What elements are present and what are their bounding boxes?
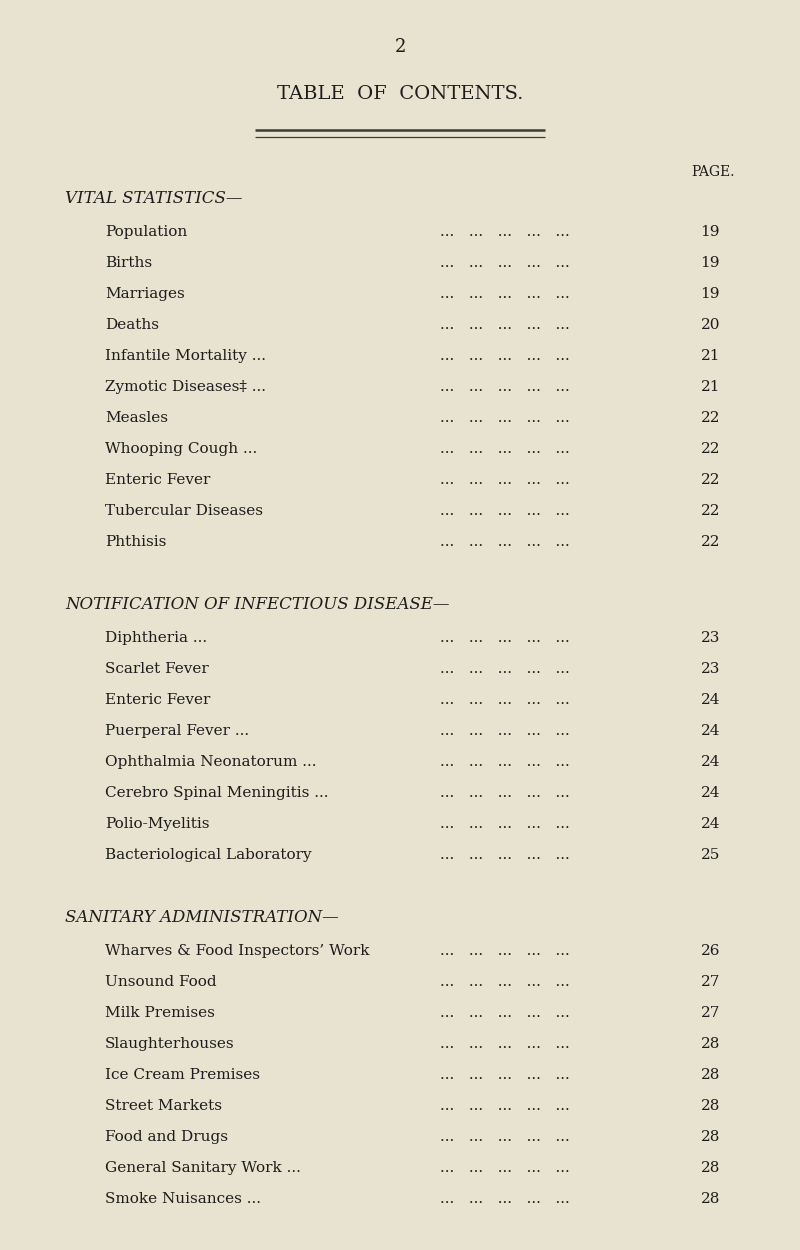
Text: 24: 24 xyxy=(701,755,720,769)
Text: ...   ...   ...   ...   ...: ... ... ... ... ... xyxy=(440,818,570,831)
Text: ...   ...   ...   ...   ...: ... ... ... ... ... xyxy=(440,975,570,989)
Text: 27: 27 xyxy=(701,975,720,989)
Text: Food and Drugs: Food and Drugs xyxy=(105,1130,228,1144)
Text: Ophthalmia Neonatorum ...: Ophthalmia Neonatorum ... xyxy=(105,755,317,769)
Text: ...   ...   ...   ...   ...: ... ... ... ... ... xyxy=(440,693,570,708)
Text: 22: 22 xyxy=(701,472,720,488)
Text: ...   ...   ...   ...   ...: ... ... ... ... ... xyxy=(440,256,570,270)
Text: 26: 26 xyxy=(701,944,720,958)
Text: 27: 27 xyxy=(701,1006,720,1020)
Text: ...   ...   ...   ...   ...: ... ... ... ... ... xyxy=(440,724,570,738)
Text: Zymotic Diseases‡ ...: Zymotic Diseases‡ ... xyxy=(105,380,266,394)
Text: Marriages: Marriages xyxy=(105,288,185,301)
Text: ...   ...   ...   ...   ...: ... ... ... ... ... xyxy=(440,225,570,239)
Text: Cerebro Spinal Meningitis ...: Cerebro Spinal Meningitis ... xyxy=(105,786,329,800)
Text: VITAL STATISTICS—: VITAL STATISTICS— xyxy=(65,190,242,208)
Text: ...   ...   ...   ...   ...: ... ... ... ... ... xyxy=(440,411,570,425)
Text: ...   ...   ...   ...   ...: ... ... ... ... ... xyxy=(440,1038,570,1051)
Text: 28: 28 xyxy=(701,1130,720,1144)
Text: 24: 24 xyxy=(701,818,720,831)
Text: ...   ...   ...   ...   ...: ... ... ... ... ... xyxy=(440,631,570,645)
Text: Milk Premises: Milk Premises xyxy=(105,1006,215,1020)
Text: ...   ...   ...   ...   ...: ... ... ... ... ... xyxy=(440,442,570,456)
Text: 28: 28 xyxy=(701,1192,720,1206)
Text: Enteric Fever: Enteric Fever xyxy=(105,472,210,488)
Text: Deaths: Deaths xyxy=(105,318,159,332)
Text: ...   ...   ...   ...   ...: ... ... ... ... ... xyxy=(440,1099,570,1112)
Text: 19: 19 xyxy=(701,288,720,301)
Text: 19: 19 xyxy=(701,225,720,239)
Text: Unsound Food: Unsound Food xyxy=(105,975,217,989)
Text: ...   ...   ...   ...   ...: ... ... ... ... ... xyxy=(440,786,570,800)
Text: PAGE.: PAGE. xyxy=(691,165,735,179)
Text: 22: 22 xyxy=(701,504,720,518)
Text: ...   ...   ...   ...   ...: ... ... ... ... ... xyxy=(440,349,570,362)
Text: Phthisis: Phthisis xyxy=(105,535,166,549)
Text: Diphtheria ...: Diphtheria ... xyxy=(105,631,207,645)
Text: Tubercular Diseases: Tubercular Diseases xyxy=(105,504,263,518)
Text: 19: 19 xyxy=(701,256,720,270)
Text: Slaughterhouses: Slaughterhouses xyxy=(105,1038,234,1051)
Text: 28: 28 xyxy=(701,1068,720,1082)
Text: Whooping Cough ...: Whooping Cough ... xyxy=(105,442,258,456)
Text: 22: 22 xyxy=(701,411,720,425)
Text: ...   ...   ...   ...   ...: ... ... ... ... ... xyxy=(440,1068,570,1082)
Text: Smoke Nuisances ...: Smoke Nuisances ... xyxy=(105,1192,261,1206)
Text: ...   ...   ...   ...   ...: ... ... ... ... ... xyxy=(440,944,570,958)
Text: ...   ...   ...   ...   ...: ... ... ... ... ... xyxy=(440,535,570,549)
Text: Scarlet Fever: Scarlet Fever xyxy=(105,662,209,676)
Text: Measles: Measles xyxy=(105,411,168,425)
Text: ...   ...   ...   ...   ...: ... ... ... ... ... xyxy=(440,1130,570,1144)
Text: 23: 23 xyxy=(701,631,720,645)
Text: ...   ...   ...   ...   ...: ... ... ... ... ... xyxy=(440,1006,570,1020)
Text: Births: Births xyxy=(105,256,152,270)
Text: 24: 24 xyxy=(701,786,720,800)
Text: 28: 28 xyxy=(701,1161,720,1175)
Text: SANITARY ADMINISTRATION—: SANITARY ADMINISTRATION— xyxy=(65,909,338,926)
Text: 2: 2 xyxy=(394,38,406,56)
Text: ...   ...   ...   ...   ...: ... ... ... ... ... xyxy=(440,1161,570,1175)
Text: 28: 28 xyxy=(701,1038,720,1051)
Text: Ice Cream Premises: Ice Cream Premises xyxy=(105,1068,260,1082)
Text: TABLE  OF  CONTENTS.: TABLE OF CONTENTS. xyxy=(277,85,523,102)
Text: 28: 28 xyxy=(701,1099,720,1112)
Text: ...   ...   ...   ...   ...: ... ... ... ... ... xyxy=(440,755,570,769)
Text: ...   ...   ...   ...   ...: ... ... ... ... ... xyxy=(440,1192,570,1206)
Text: Puerperal Fever ...: Puerperal Fever ... xyxy=(105,724,249,738)
Text: 21: 21 xyxy=(701,380,720,394)
Text: ...   ...   ...   ...   ...: ... ... ... ... ... xyxy=(440,504,570,518)
Text: 22: 22 xyxy=(701,442,720,456)
Text: ...   ...   ...   ...   ...: ... ... ... ... ... xyxy=(440,472,570,488)
Text: ...   ...   ...   ...   ...: ... ... ... ... ... xyxy=(440,848,570,862)
Text: ...   ...   ...   ...   ...: ... ... ... ... ... xyxy=(440,318,570,332)
Text: Infantile Mortality ...: Infantile Mortality ... xyxy=(105,349,266,362)
Text: Bacteriological Laboratory: Bacteriological Laboratory xyxy=(105,848,312,862)
Text: General Sanitary Work ...: General Sanitary Work ... xyxy=(105,1161,301,1175)
Text: 22: 22 xyxy=(701,535,720,549)
Text: 23: 23 xyxy=(701,662,720,676)
Text: Enteric Fever: Enteric Fever xyxy=(105,693,210,708)
Text: ...   ...   ...   ...   ...: ... ... ... ... ... xyxy=(440,288,570,301)
Text: NOTIFICATION OF INFECTIOUS DISEASE—: NOTIFICATION OF INFECTIOUS DISEASE— xyxy=(65,596,450,612)
Text: Street Markets: Street Markets xyxy=(105,1099,222,1112)
Text: Wharves & Food Inspectors’ Work: Wharves & Food Inspectors’ Work xyxy=(105,944,370,958)
Text: 24: 24 xyxy=(701,724,720,738)
Text: 24: 24 xyxy=(701,693,720,708)
Text: Population: Population xyxy=(105,225,187,239)
Text: 20: 20 xyxy=(701,318,720,332)
Text: 25: 25 xyxy=(701,848,720,862)
Text: ...   ...   ...   ...   ...: ... ... ... ... ... xyxy=(440,380,570,394)
Text: 21: 21 xyxy=(701,349,720,362)
Text: Polio-Myelitis: Polio-Myelitis xyxy=(105,818,210,831)
Text: ...   ...   ...   ...   ...: ... ... ... ... ... xyxy=(440,662,570,676)
